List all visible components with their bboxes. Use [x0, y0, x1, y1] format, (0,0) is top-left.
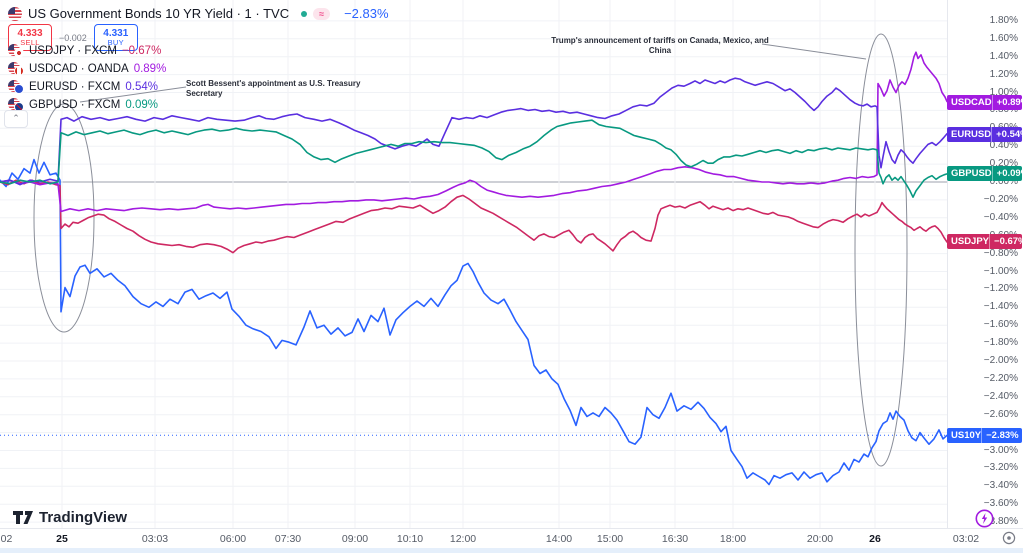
price-label-gbpusd[interactable]: GBPUSD+0.09%	[947, 166, 1023, 181]
x-tick-label: 18:00	[719, 533, 747, 545]
series-usdcad[interactable]	[0, 51, 948, 213]
chart-canvas[interactable]	[0, 0, 1023, 528]
tradingview-mark-icon	[13, 511, 33, 524]
go-to-realtime-icon[interactable]	[1002, 531, 1016, 550]
y-tick-label: 1.20%	[989, 68, 1018, 80]
y-tick-label: −3.40%	[983, 480, 1018, 492]
tradingview-logo-text: TradingView	[39, 509, 128, 526]
x-tick-label: 12:00	[449, 533, 477, 545]
compare-legend: USDJPY · FXCM −0.67% USDCAD · OANDA 0.89…	[8, 42, 166, 114]
buy-price: 4.331	[103, 28, 129, 39]
y-tick-label: −3.20%	[983, 462, 1018, 474]
legend-item-usdcad[interactable]: USDCAD · OANDA 0.89%	[8, 60, 166, 78]
buy-button[interactable]: 4.331 BUY	[93, 24, 138, 51]
annotation-ellipse[interactable]	[33, 103, 95, 333]
eurusd-flag-icon	[8, 80, 24, 94]
price-label-eurusd[interactable]: EURUSD+0.54%	[947, 127, 1023, 142]
series-us10y[interactable]	[0, 158, 948, 486]
x-tick-label: 07:30	[274, 533, 302, 545]
x-tick-label: 16:30	[661, 533, 689, 545]
buy-label: BUY	[107, 38, 124, 47]
x-tick-label: 25	[56, 533, 68, 545]
bottom-scroll-strip[interactable]	[0, 548, 1023, 553]
y-tick-label: 1.80%	[989, 14, 1018, 26]
price-label-usdcad[interactable]: USDCAD+0.89%	[947, 95, 1023, 110]
notifications-icon[interactable]: ≈	[313, 7, 331, 20]
series-gbpusd[interactable]	[0, 119, 948, 198]
y-tick-label: −1.80%	[983, 337, 1018, 349]
y-tick-label: −2.00%	[983, 355, 1018, 366]
y-tick-label: −2.60%	[983, 408, 1018, 420]
price-label-us10y[interactable]: US10Y −2.83%	[947, 428, 1022, 443]
y-tick-label: −0.80%	[983, 247, 1018, 259]
legend-item-usdjpy[interactable]: USDJPY · FXCM −0.67%	[8, 42, 166, 60]
y-tick-label: −0.20%	[983, 193, 1018, 205]
sell-price: 4.333	[17, 28, 43, 39]
series-usdjpy[interactable]	[0, 179, 948, 254]
y-tick-label: −3.80%	[983, 516, 1018, 528]
market-status-icon	[301, 10, 308, 17]
x-tick-label: 03:02	[952, 533, 980, 545]
x-tick-label: 10:10	[396, 533, 424, 545]
time-scale[interactable]: :02 25 03:03 06:00 07:30 09:00 10:10 12:00 14:00…	[0, 528, 1023, 549]
annotation-ellipse[interactable]	[854, 33, 908, 467]
annotation-tariffs[interactable]: Trump's announcement of tariffs on Canad…	[551, 36, 769, 55]
y-tick-label: 1.60%	[989, 32, 1018, 44]
spread-value: −0.002	[59, 32, 87, 43]
x-tick-label: 06:00	[219, 533, 247, 545]
instant-order-icon[interactable]	[975, 509, 994, 533]
x-tick-label: 09:00	[341, 533, 369, 545]
tradingview-logo[interactable]: TradingView	[13, 509, 127, 526]
symbol-header: US Government Bonds 10 YR Yield · 1 · TV…	[8, 6, 389, 21]
legend-item-eurusd[interactable]: EURUSD · FXCM 0.54%	[8, 78, 166, 96]
y-tick-label: −3.60%	[983, 498, 1018, 510]
y-tick-label: 0.00%	[989, 176, 1018, 187]
y-tick-label: 0.20%	[989, 158, 1018, 170]
y-tick-label: −3.00%	[983, 444, 1018, 456]
series-eurusd[interactable]	[0, 77, 948, 186]
y-tick-label: −1.00%	[983, 265, 1018, 277]
x-tick-label: 03:03	[141, 533, 169, 545]
y-tick-label: −1.40%	[983, 301, 1018, 313]
y-tick-label: −1.60%	[983, 319, 1018, 331]
y-tick-label: −1.20%	[983, 283, 1018, 295]
legend-collapse-button[interactable]: ⌃	[4, 110, 28, 128]
y-tick-label: 1.40%	[989, 50, 1018, 62]
symbol-title[interactable]: US Government Bonds 10 YR Yield · 1 · TV…	[28, 6, 290, 21]
x-tick-label: 14:00	[545, 533, 573, 545]
annotation-bessent[interactable]: Scott Bessent's appointment as U.S. Trea…	[186, 79, 361, 98]
y-tick-label: 0.40%	[989, 140, 1018, 152]
price-scale[interactable]: 1.80%1.60%1.40%1.20%1.00%0.80%0.60%0.40%…	[947, 0, 1023, 528]
usdjpy-flag-icon	[8, 44, 24, 58]
x-tick-label: 26	[869, 533, 881, 545]
legend-item-gbpusd[interactable]: GBPUSD · FXCM 0.09%	[8, 96, 166, 114]
usdcad-flag-icon	[8, 62, 24, 76]
y-tick-label: −2.40%	[983, 390, 1018, 402]
x-tick-label: :02	[0, 533, 13, 545]
x-tick-label: 15:00	[596, 533, 624, 545]
y-tick-label: −0.40%	[983, 211, 1018, 223]
x-tick-label: 20:00	[806, 533, 834, 545]
y-tick-label: 1.00%	[989, 86, 1018, 98]
symbol-change: −2.83%	[344, 6, 389, 21]
us-flag-icon	[8, 6, 22, 21]
y-tick-label: −2.20%	[983, 372, 1018, 384]
sell-label: SELL	[20, 38, 40, 47]
price-label-usdjpy[interactable]: USDJPY−0.67%	[947, 234, 1023, 249]
